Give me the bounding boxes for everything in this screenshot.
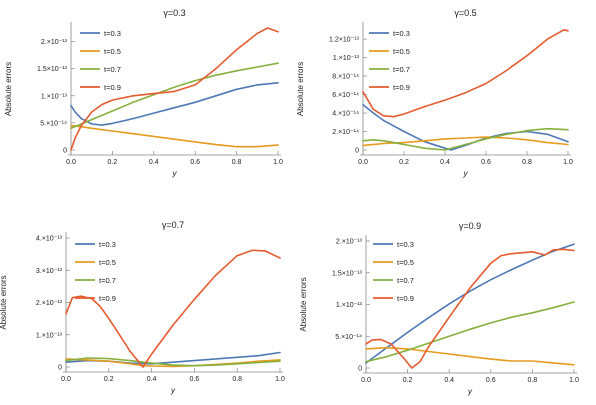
x-tick-label: 0.8 bbox=[232, 159, 242, 166]
legend-label: t=0.7 bbox=[397, 276, 414, 285]
legend-label: t=0.7 bbox=[393, 65, 410, 74]
series-line-t-0.7 bbox=[362, 127, 569, 151]
legend-label: t=0.5 bbox=[393, 47, 410, 56]
y-tick-label: 5.×10⁻¹⁴ bbox=[40, 120, 67, 127]
y-axis-label: Absolute errors bbox=[299, 277, 308, 331]
legend-label: t=0.9 bbox=[104, 83, 121, 92]
y-axis-label: Absolute errors bbox=[4, 62, 13, 116]
x-tick-label: 0.4 bbox=[440, 159, 450, 166]
x-tick-label: 0.0 bbox=[358, 159, 368, 166]
x-tick-label: 0.2 bbox=[108, 159, 118, 166]
panel-title: γ=0.3 bbox=[163, 8, 185, 18]
legend-label: t=0.7 bbox=[104, 65, 121, 74]
x-axis-label: y bbox=[463, 169, 469, 178]
legend-label: t=0.3 bbox=[104, 29, 121, 38]
panel-title: γ=0.7 bbox=[162, 220, 184, 230]
x-axis-label: y bbox=[467, 387, 473, 396]
y-tick-label: 2.×10⁻¹³ bbox=[336, 239, 363, 246]
legend-label: t=0.3 bbox=[397, 240, 414, 249]
x-tick-label: 1.0 bbox=[569, 377, 579, 384]
series-line-t-0.5 bbox=[365, 346, 575, 366]
chart-panel-1: γ=0.3 0.0 0.2 0.4 0.6 0.8 1.0 0 5.×10⁻¹⁴ 1.×10⁻¹³… bbox=[4, 8, 283, 178]
y-tick-label: 4.×10⁻¹³ bbox=[36, 236, 63, 243]
x-tick-label: 1.0 bbox=[273, 159, 283, 166]
y-axis-label: Absolute errors bbox=[296, 62, 305, 116]
x-tick-label: 0.6 bbox=[190, 159, 200, 166]
series-line-t-0.5 bbox=[70, 124, 279, 148]
x-tick-label: 0.2 bbox=[399, 159, 409, 166]
y-tick-label: 4.×10⁻¹⁴ bbox=[332, 111, 359, 118]
series-line-t-0.7 bbox=[65, 357, 281, 367]
x-tick-label: 0.6 bbox=[481, 159, 491, 166]
x-tick-label: 0.4 bbox=[149, 159, 159, 166]
legend-label: t=0.3 bbox=[99, 240, 116, 249]
x-tick-label: 1.0 bbox=[275, 376, 285, 383]
x-tick-label: 0.8 bbox=[232, 376, 242, 383]
legend-label: t=0.5 bbox=[104, 47, 121, 56]
series-line-t-0.3 bbox=[365, 243, 575, 364]
y-tick-label: 1.×10⁻¹³ bbox=[336, 302, 363, 309]
series-line-t-0.7 bbox=[70, 62, 279, 130]
x-tick-label: 0.4 bbox=[147, 376, 157, 383]
y-tick-label: 1.×10⁻¹³ bbox=[41, 93, 68, 100]
x-tick-label: 1.0 bbox=[563, 159, 573, 166]
y-tick-label: 5.×10⁻¹⁴ bbox=[335, 334, 362, 341]
x-tick-label: 0.2 bbox=[104, 376, 114, 383]
x-axis-label: y bbox=[170, 386, 176, 395]
series-line-t-0.9 bbox=[362, 28, 569, 118]
y-tick-label: 0 bbox=[358, 366, 362, 373]
x-tick-label: 0.8 bbox=[528, 377, 538, 384]
series-line-t-0.9 bbox=[365, 248, 575, 369]
legend-label: t=0.5 bbox=[397, 258, 414, 267]
series-line-t-0.3 bbox=[362, 103, 569, 151]
x-tick-label: 0.0 bbox=[361, 377, 371, 384]
chart-panel-3: γ=0.7 0.0 0.2 0.4 0.6 0.8 1.0 0 1.×10⁻¹³ 2.×10⁻¹³… bbox=[0, 220, 285, 395]
series-line-t-0.7 bbox=[365, 301, 575, 363]
y-tick-label: 0 bbox=[58, 365, 62, 372]
y-tick-label: 1.5×10⁻¹³ bbox=[37, 66, 68, 73]
x-tick-label: 0.6 bbox=[190, 376, 200, 383]
legend-label: t=0.3 bbox=[393, 29, 410, 38]
series-line-t-0.9 bbox=[65, 249, 281, 368]
x-tick-label: 0.6 bbox=[486, 377, 496, 384]
y-tick-label: 8.×10⁻¹⁴ bbox=[332, 74, 359, 81]
x-tick-label: 0.8 bbox=[522, 159, 532, 166]
legend-label: t=0.7 bbox=[99, 276, 116, 285]
panel-title: γ=0.5 bbox=[454, 8, 476, 18]
legend-label: t=0.9 bbox=[393, 83, 410, 92]
y-tick-label: 1.5×10⁻¹³ bbox=[332, 270, 363, 277]
x-tick-label: 0.4 bbox=[444, 377, 454, 384]
series-line-t-0.3 bbox=[70, 82, 279, 126]
panel-title: γ=0.9 bbox=[459, 221, 481, 231]
x-axis-label: y bbox=[172, 169, 178, 178]
y-tick-label: 1.×10⁻¹³ bbox=[36, 332, 63, 339]
y-tick-label: 1.2×10⁻¹³ bbox=[329, 37, 360, 44]
chart-panel-4: γ=0.9 0.0 0.2 0.4 0.6 0.8 1.0 0 5.×10⁻¹⁴ 1.×10⁻¹³… bbox=[299, 221, 579, 396]
y-tick-label: 6.×10⁻¹⁴ bbox=[332, 92, 359, 99]
y-tick-label: 2.×10⁻¹³ bbox=[36, 300, 63, 307]
y-tick-label: 2.×10⁻¹⁴ bbox=[332, 129, 359, 136]
x-tick-label: 0.0 bbox=[66, 159, 76, 166]
legend-label: t=0.9 bbox=[99, 294, 116, 303]
chart-panel-2: γ=0.5 0.0 0.2 0.4 0.6 0.8 1.0 0 2.×10⁻¹⁴ 4.×10⁻¹⁴… bbox=[296, 8, 573, 178]
legend-label: t=0.9 bbox=[397, 294, 414, 303]
y-tick-label: 3.×10⁻¹³ bbox=[36, 268, 63, 275]
x-tick-label: 0.2 bbox=[403, 377, 413, 384]
y-tick-label: 1.×10⁻¹³ bbox=[333, 55, 360, 62]
series-line-t-0.9 bbox=[70, 27, 279, 151]
legend-label: t=0.5 bbox=[99, 258, 116, 267]
x-tick-label: 0.0 bbox=[61, 376, 71, 383]
y-axis-label: Absolute errors bbox=[0, 275, 8, 329]
y-tick-label: 0 bbox=[63, 148, 67, 155]
y-tick-label: 0 bbox=[355, 148, 359, 155]
y-tick-label: 2.×10⁻¹³ bbox=[41, 39, 68, 46]
